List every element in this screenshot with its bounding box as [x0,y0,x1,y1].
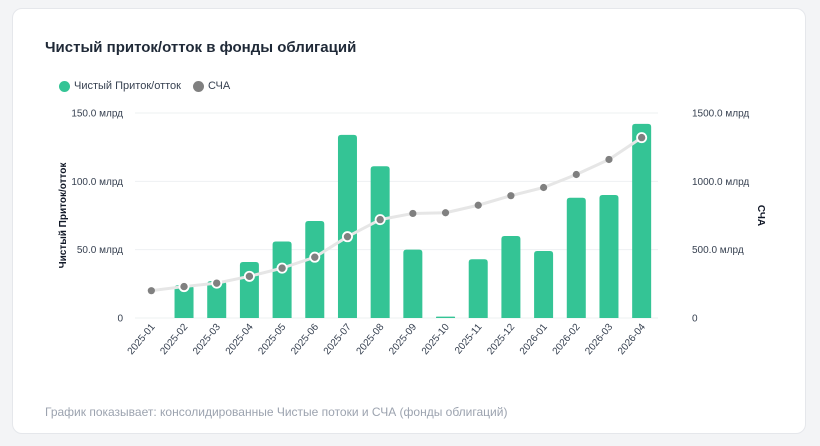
right-axis-tick-label: 0 [692,314,698,325]
chart-caption: График показывает: консолидированные Чис… [45,405,508,419]
nav-point-2025-11[interactable] [474,201,482,209]
left-axis-tick-label: 0 [117,314,123,325]
nav-point-2025-05[interactable] [276,262,288,274]
nav-point-2025-01[interactable] [147,287,155,295]
x-tick-label: 2025-05 [256,322,288,358]
bar-2025-08[interactable] [370,166,390,318]
nav-point-2026-04[interactable] [636,132,648,144]
nav-point-2026-03[interactable] [605,155,613,164]
legend-item-net-flow[interactable]: Чистый Приток/отток [59,80,181,92]
nav-point-2025-03[interactable] [211,277,223,289]
x-tick-label: 2025-10 [420,322,452,358]
right-axis-tick-label: 500.0 млрд [692,245,744,256]
nav-point-2025-02[interactable] [178,281,190,293]
x-tick-label: 2025-08 [354,322,386,358]
nav-point-2025-08[interactable] [374,214,386,226]
bar-2026-04[interactable] [632,123,652,318]
chart-card: Чистый приток/отток в фонды облигаций Чи… [12,8,806,434]
x-tick-label: 2025-01 [126,322,158,358]
left-axis-tick-label: 100.0 млрд [71,177,123,188]
bar-2025-11[interactable] [468,259,488,318]
chart-title: Чистый приток/отток в фонды облигаций [45,39,357,56]
bar-2025-07[interactable] [337,134,357,318]
legend-item-nav[interactable]: СЧА [192,80,231,92]
nav-point-2025-07[interactable] [341,231,353,243]
x-tick-label: 2025-06 [289,322,321,358]
bar-2026-02[interactable] [566,197,586,318]
nav-point-2026-02[interactable] [572,170,580,179]
bar-2025-06[interactable] [305,220,325,318]
left-axis-tick-label: 50.0 млрд [77,245,123,256]
right-axis-tick-label: 1500.0 млрд [692,109,749,120]
nav-point-2025-10[interactable] [441,209,450,217]
bar-2025-10[interactable] [436,316,456,318]
bar-2025-03[interactable] [207,281,227,318]
nav-point-2025-09[interactable] [409,209,417,218]
x-tick-label: 2025-09 [387,322,419,358]
bar-2025-05[interactable] [272,241,292,318]
bar-2025-09[interactable] [403,249,423,318]
x-tick-label: 2026-01 [518,322,550,358]
nav-line [149,136,644,293]
left-axis-tick-label: 150.0 млрд [71,109,123,120]
x-tick-label: 2026-02 [551,322,583,358]
nav-point-2025-06[interactable] [309,251,321,263]
nav-point-2025-04[interactable] [243,270,255,282]
bar-2025-12[interactable] [501,236,521,318]
x-tick-label: 2025-12 [485,322,517,358]
left-axis-title: Чистый Приток/отток [58,162,69,269]
x-tick-label: 2025-04 [224,322,256,358]
x-tick-label: 2025-03 [191,322,223,358]
legend-swatch-nav [192,80,204,92]
x-tick-label: 2026-03 [583,322,615,358]
legend-label-net-flow: Чистый Приток/отток [74,80,181,92]
x-tick-label: 2025-11 [453,322,485,357]
legend: Чистый Приток/отток СЧА [59,80,242,92]
bar-2026-01[interactable] [534,251,554,318]
legend-label-nav: СЧА [207,80,231,92]
right-axis-title: СЧА [755,205,766,226]
x-tick-label: 2026-04 [616,322,648,358]
bar-2025-02[interactable] [174,285,194,318]
legend-swatch-net-flow [59,80,70,92]
nav-point-2025-12[interactable] [507,192,515,200]
x-tick-label: 2025-07 [322,322,354,358]
x-tick-label: 2025-02 [158,322,190,358]
nav-point-2026-01[interactable] [539,183,548,192]
bar-2025-04[interactable] [239,261,259,318]
bar-2026-03[interactable] [599,195,619,318]
right-axis-tick-label: 1000.0 млрд [692,177,749,188]
